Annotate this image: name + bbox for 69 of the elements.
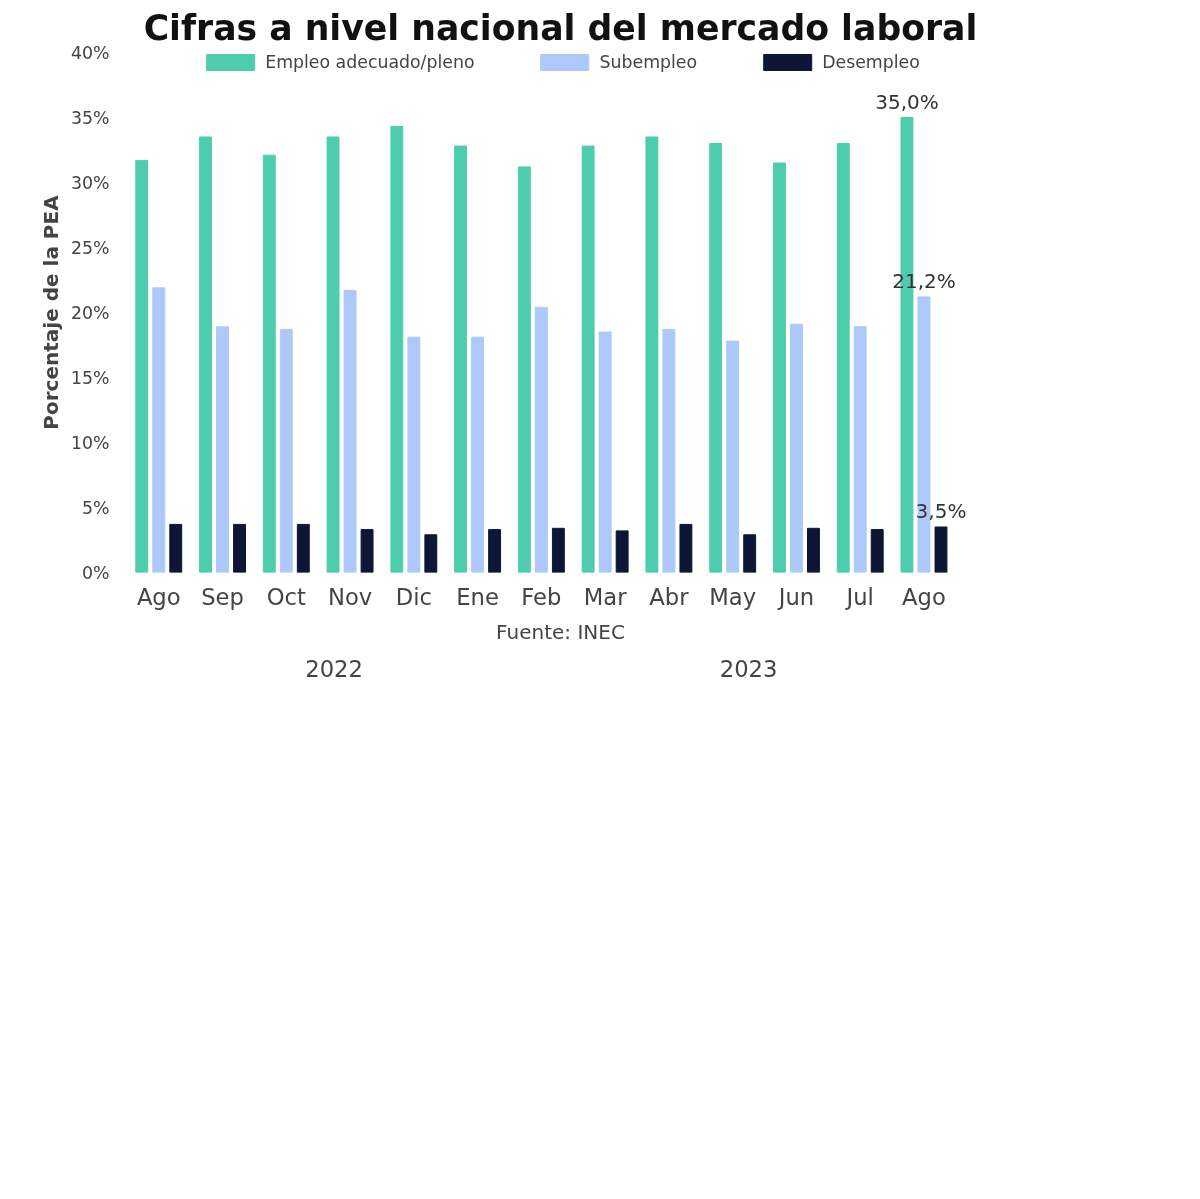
data-label: 35,0% [875, 89, 939, 114]
y-tick-label: 25% [70, 237, 110, 258]
legend-label: Empleo adecuado/pleno [265, 52, 475, 72]
bar [152, 287, 166, 573]
bar [296, 523, 310, 573]
x-tick-label: Ago [902, 583, 946, 610]
bar [934, 526, 948, 573]
bar [709, 143, 723, 573]
bar [390, 126, 404, 573]
bar [407, 336, 421, 573]
x-tick-label: Ene [456, 583, 499, 610]
chart-title: Cifras a nivel nacional del mercado laboral [143, 7, 978, 48]
x-tick-label: Sep [201, 583, 244, 610]
x-tick-label: Nov [327, 583, 373, 610]
text: 2022 [305, 655, 363, 682]
x-tick-label: May [709, 583, 757, 610]
bar [279, 328, 293, 573]
bar [836, 143, 850, 573]
bar [743, 534, 757, 573]
legend-label: Subempleo [599, 52, 698, 72]
bar [471, 336, 485, 573]
y-tick-label: 15% [70, 367, 110, 388]
bar [615, 530, 629, 573]
x-tick-label: Mar [583, 583, 628, 610]
source-note: Fuente: INEC [496, 619, 625, 644]
x-tick-label: Oct [266, 583, 306, 610]
bar [454, 145, 468, 573]
bar [807, 527, 820, 573]
text: 2023 [719, 655, 778, 682]
bar [598, 331, 612, 573]
x-tick-label: Jul [844, 583, 874, 610]
legend-label: Desempleo [822, 52, 920, 72]
bar [662, 328, 676, 573]
bar [169, 523, 183, 573]
data-label: 3,5% [915, 499, 967, 523]
y-axis-title: Porcentaje de la PEA [38, 194, 63, 430]
bar [517, 166, 531, 573]
x-tick-label: Dic [395, 583, 432, 610]
bar [645, 136, 659, 573]
y-tick-label: 5% [82, 497, 110, 518]
x-tick-label: Jun [776, 583, 815, 610]
bar [853, 326, 867, 573]
y-tick-label: 0% [82, 562, 110, 583]
x-tick-label: Abr [649, 583, 690, 610]
y-tick-label: 20% [70, 302, 110, 323]
bar [199, 136, 212, 573]
bar [551, 527, 565, 573]
bar [726, 340, 740, 573]
x-tick-label: Feb [521, 583, 562, 610]
bar [343, 289, 357, 573]
bar [789, 323, 803, 573]
bar [870, 529, 884, 573]
x-tick-label: Ago [136, 583, 181, 610]
y-tick-label: 10% [70, 432, 110, 453]
y-tick-label: 35% [70, 107, 110, 128]
bar [772, 162, 786, 573]
bar [233, 523, 246, 573]
bar [360, 529, 374, 573]
bar [216, 326, 229, 573]
bar [488, 529, 502, 573]
bar [262, 154, 276, 573]
y-tick-label: 40% [70, 42, 110, 63]
bar [534, 306, 548, 573]
bar [424, 534, 438, 573]
y-tick-label: 30% [70, 172, 110, 193]
bar [581, 145, 595, 573]
bar [135, 159, 149, 573]
bar [679, 523, 693, 573]
bar [326, 136, 340, 573]
